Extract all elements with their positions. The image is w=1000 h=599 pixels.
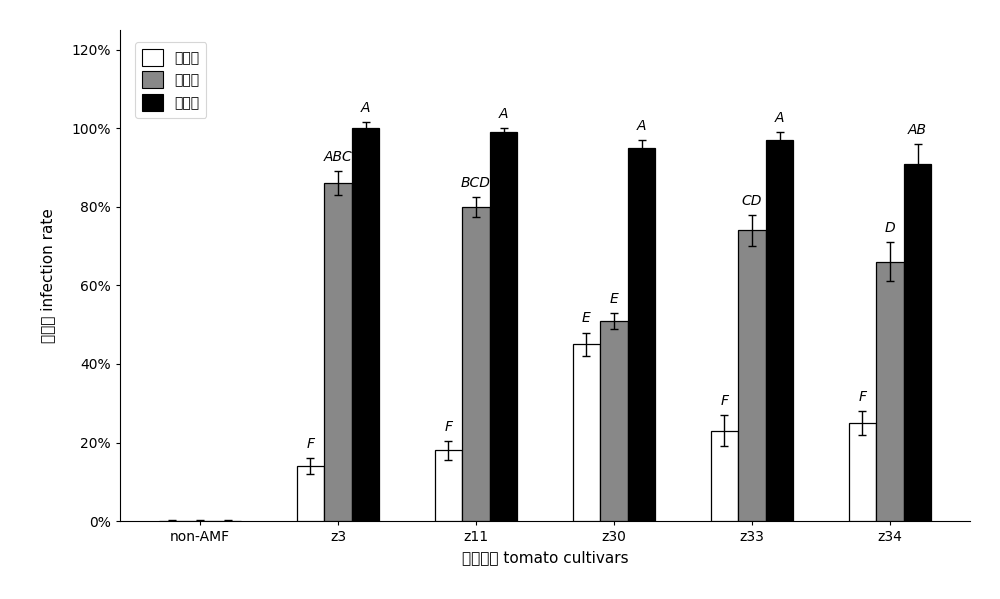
Text: F: F — [720, 394, 728, 408]
X-axis label: 番茄品种 tomato cultivars: 番茄品种 tomato cultivars — [462, 550, 628, 565]
Text: A: A — [361, 101, 370, 115]
Bar — [849, 423, 876, 521]
Bar — [490, 132, 517, 521]
Bar — [352, 128, 379, 521]
Bar — [766, 140, 793, 521]
Legend: 菁丝率, 泡囊率, 侵染率: 菁丝率, 泡囊率, 侵染率 — [135, 42, 206, 117]
Text: F: F — [858, 390, 866, 404]
Text: 侵染率 infection rate: 侵染率 infection rate — [40, 208, 55, 343]
Text: E: E — [582, 311, 591, 325]
Bar — [904, 164, 931, 521]
Bar — [297, 466, 324, 521]
Text: A: A — [637, 119, 646, 133]
Text: AB: AB — [908, 123, 927, 137]
Bar — [628, 148, 655, 521]
Text: BCD: BCD — [461, 176, 491, 190]
Bar — [876, 262, 904, 521]
Text: F: F — [444, 419, 452, 434]
Bar — [738, 231, 766, 521]
Bar — [462, 207, 490, 521]
Text: ABC: ABC — [324, 150, 352, 164]
Text: D: D — [885, 221, 895, 235]
Bar — [573, 344, 600, 521]
Text: CD: CD — [742, 193, 762, 208]
Bar — [324, 183, 352, 521]
Bar — [711, 431, 738, 521]
Text: A: A — [499, 107, 508, 121]
Text: A: A — [775, 111, 784, 125]
Text: E: E — [610, 292, 618, 306]
Text: F: F — [306, 437, 314, 451]
Bar — [435, 450, 462, 521]
Bar — [600, 320, 628, 521]
